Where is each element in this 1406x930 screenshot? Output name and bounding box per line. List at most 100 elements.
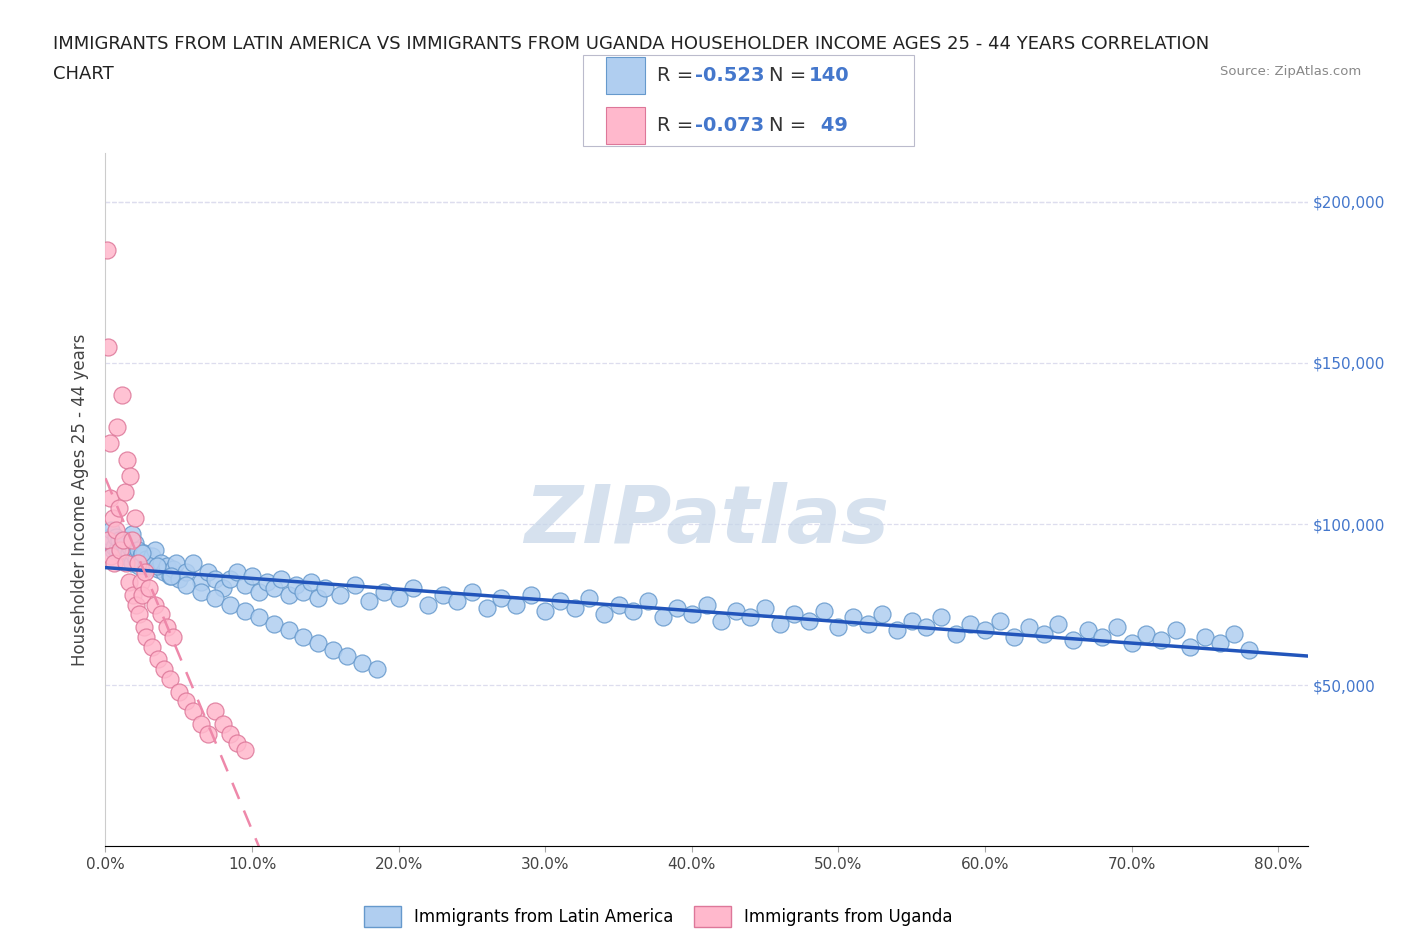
Point xyxy=(115,555,138,570)
Point xyxy=(121,526,143,541)
Point xyxy=(988,613,1011,628)
Point xyxy=(416,597,439,612)
Point xyxy=(108,546,131,561)
Point xyxy=(1237,643,1260,658)
Point xyxy=(117,452,139,467)
Point xyxy=(564,601,586,616)
Point xyxy=(373,584,395,599)
Point xyxy=(143,597,166,612)
Point xyxy=(621,604,644,618)
Point xyxy=(233,604,256,618)
Point xyxy=(724,604,747,618)
Point xyxy=(150,607,173,622)
Point xyxy=(359,594,381,609)
Point xyxy=(292,630,315,644)
Point xyxy=(107,500,129,515)
Point xyxy=(247,584,270,599)
Point xyxy=(162,630,184,644)
Point xyxy=(813,604,835,618)
Point xyxy=(695,597,717,612)
Point xyxy=(197,565,219,579)
Point xyxy=(118,546,141,561)
Text: N =: N = xyxy=(769,116,813,135)
Point xyxy=(162,562,184,577)
Point xyxy=(783,607,806,622)
Point xyxy=(135,630,157,644)
Point xyxy=(138,559,160,574)
Text: ZIPatlas: ZIPatlas xyxy=(524,482,889,560)
Point xyxy=(505,597,527,612)
Point xyxy=(285,578,308,592)
Point xyxy=(827,619,849,634)
Point xyxy=(165,555,187,570)
Point xyxy=(103,555,125,570)
Point xyxy=(132,546,155,561)
Point xyxy=(929,610,952,625)
Point xyxy=(1135,626,1157,641)
Point xyxy=(105,420,128,435)
Point xyxy=(112,533,135,548)
Text: 49: 49 xyxy=(814,116,848,135)
Point xyxy=(167,684,190,699)
Text: N =: N = xyxy=(769,66,813,85)
Point xyxy=(534,604,557,618)
Point xyxy=(219,726,242,741)
Point xyxy=(114,485,136,499)
Point xyxy=(204,703,226,718)
Point xyxy=(120,469,142,484)
Point xyxy=(1223,626,1246,641)
Point xyxy=(872,607,894,622)
Point xyxy=(129,575,152,590)
Point xyxy=(519,588,541,603)
Point xyxy=(461,584,484,599)
Text: 140: 140 xyxy=(808,66,849,85)
Point xyxy=(314,581,336,596)
Point xyxy=(329,588,352,603)
Point xyxy=(97,339,120,354)
Point xyxy=(240,568,263,583)
Point xyxy=(299,575,322,590)
Point xyxy=(148,652,170,667)
Text: R =: R = xyxy=(657,116,699,135)
Point xyxy=(124,511,146,525)
Point xyxy=(1105,619,1128,634)
Point xyxy=(769,617,792,631)
Point xyxy=(117,533,139,548)
Point xyxy=(915,619,938,634)
Point xyxy=(167,571,190,586)
Point xyxy=(115,542,138,557)
Point xyxy=(125,552,148,567)
Point xyxy=(174,694,197,709)
Point xyxy=(1150,632,1173,647)
Point xyxy=(233,742,256,757)
Point xyxy=(402,581,425,596)
Text: R =: R = xyxy=(657,66,699,85)
Point xyxy=(959,617,981,631)
Point xyxy=(350,655,373,670)
Point xyxy=(219,571,242,586)
Point xyxy=(277,588,299,603)
Point xyxy=(842,610,865,625)
Point xyxy=(190,584,212,599)
Point xyxy=(105,542,128,557)
Point xyxy=(121,555,143,570)
Point xyxy=(122,588,145,603)
Point xyxy=(277,623,299,638)
Point xyxy=(159,568,181,583)
Point xyxy=(432,588,454,603)
Point xyxy=(1062,632,1084,647)
Point xyxy=(219,597,242,612)
Point xyxy=(183,703,205,718)
Point xyxy=(307,591,329,605)
Text: IMMIGRANTS FROM LATIN AMERICA VS IMMIGRANTS FROM UGANDA HOUSEHOLDER INCOME AGES : IMMIGRANTS FROM LATIN AMERICA VS IMMIGRA… xyxy=(53,35,1209,53)
Point xyxy=(856,617,879,631)
Point xyxy=(388,591,411,605)
Point xyxy=(156,619,179,634)
Point xyxy=(1047,617,1070,631)
Point xyxy=(446,594,468,609)
Point xyxy=(263,581,285,596)
Point xyxy=(103,539,125,554)
Point xyxy=(127,542,149,557)
Point xyxy=(366,661,388,676)
Point xyxy=(197,726,219,741)
